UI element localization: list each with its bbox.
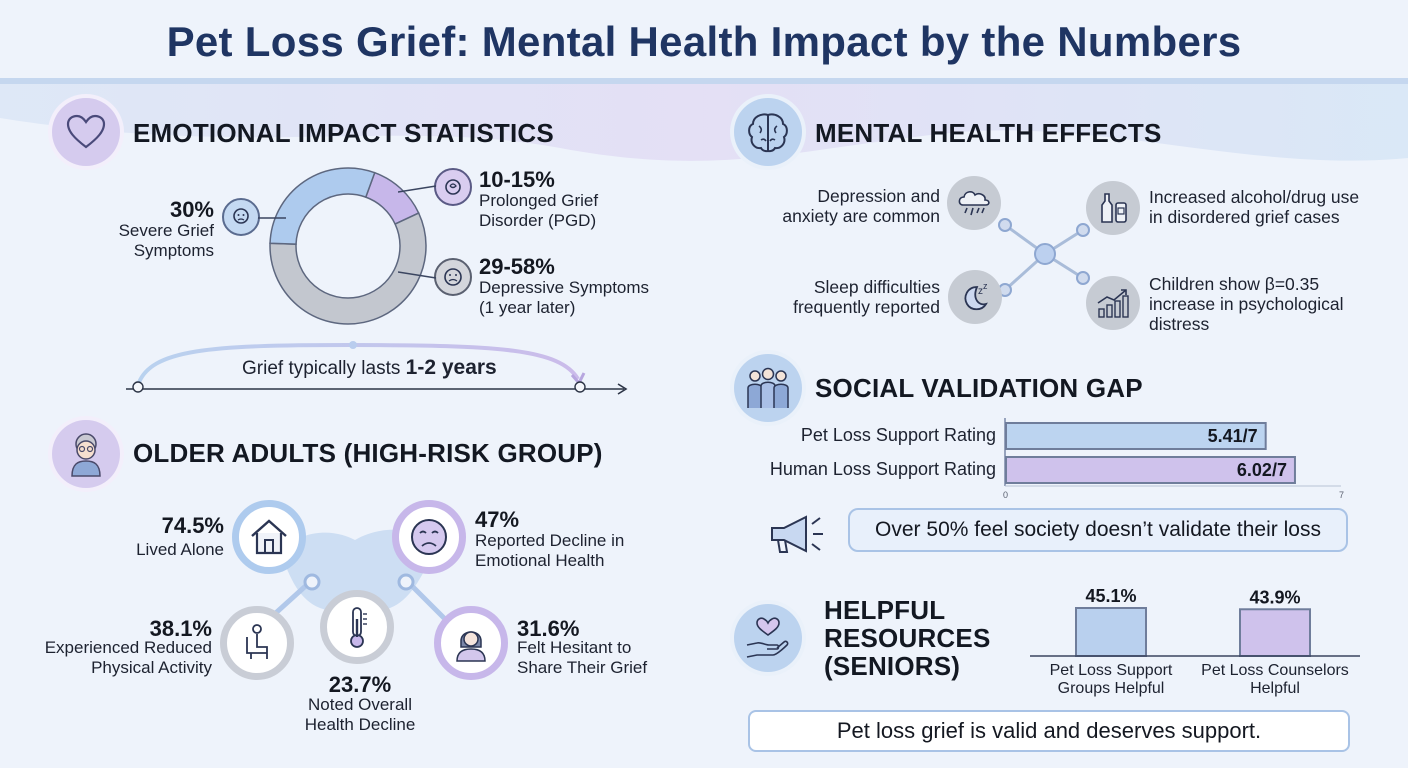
validation-callout: Over 50% feel society doesn’t validate t… [848, 508, 1348, 552]
svg-text:z: z [983, 281, 988, 291]
counselors-label-1: Pet Loss Counselors [1201, 662, 1349, 679]
hesitant-person-ring [434, 606, 508, 680]
header-wave [0, 78, 1408, 161]
depression-line-2: anxiety are common [782, 206, 940, 226]
support-groups-label-1: Pet Loss Support [1050, 662, 1173, 679]
pet-loss-value: 5.41/7 [1208, 426, 1258, 446]
grief-donut-chart [269, 167, 427, 325]
storm-cloud-icon [947, 176, 1001, 230]
severe-pct: 30% [169, 197, 214, 222]
emotional-heading: EMOTIONAL IMPACT STATISTICS [133, 118, 554, 148]
severe-connector [258, 217, 286, 219]
hes-label-1: Felt Hesitant to [517, 638, 632, 657]
older-heading: OLDER ADULTS (HIGH-RISK GROUP) [133, 438, 603, 468]
dep-connector [398, 271, 437, 279]
sad-face-icon [434, 258, 472, 296]
dep-label-1: Depressive Symptoms [479, 278, 650, 297]
alone-pct: 74.5% [161, 513, 224, 538]
counselors-label-2: Helpful [1250, 680, 1300, 697]
footer-message: Pet loss grief is valid and deserves sup… [748, 710, 1350, 752]
rising-chart-icon [1086, 276, 1140, 330]
house-ring [232, 500, 306, 574]
children-line-3: distress [1149, 314, 1210, 334]
house-icon [251, 519, 287, 555]
mental-heading: MENTAL HEALTH EFFECTS [815, 118, 1162, 148]
support-groups-value: 45.1% [1085, 586, 1136, 606]
bottles-icon [1086, 181, 1140, 235]
pet-loss-bar-label: Pet Loss Support Rating [800, 425, 996, 445]
social-heading: SOCIAL VALIDATION GAP [815, 373, 1143, 403]
page-title: Pet Loss Grief: Mental Health Impact by … [166, 18, 1242, 65]
axis-max: 7 [1339, 490, 1344, 500]
megaphone-icon [766, 512, 828, 556]
mental-hub-network [998, 218, 1090, 297]
children-line-2: increase in psychological [1149, 294, 1344, 314]
counselors-bar [1239, 608, 1311, 658]
phys-label-2: Physical Activity [91, 658, 212, 677]
svg-text:z: z [978, 286, 983, 297]
alcohol-line-2: in disordered grief cases [1149, 207, 1340, 227]
hes-label-2: Share Their Grief [517, 658, 648, 677]
timeline-text: Grief typically lasts 1-2 years [242, 356, 497, 380]
emot-pct: 47% [475, 507, 520, 532]
timeline-duration: 1-2 years [405, 356, 497, 379]
severe-label: Severe Grief Symptoms [118, 221, 214, 260]
emot-label-2: Emotional Health [475, 551, 605, 570]
human-loss-value: 6.02/7 [1237, 460, 1287, 480]
counselors-value: 43.9% [1249, 587, 1300, 607]
wheelchair-ring [220, 606, 294, 680]
alcohol-line-1: Increased alcohol/drug use [1149, 187, 1360, 207]
severe-grief-slice [269, 167, 376, 245]
sleep-line-1: Sleep difficulties [813, 277, 940, 297]
support-groups-bar [1075, 607, 1147, 657]
support-groups-label-2: Groups Helpful [1058, 680, 1165, 697]
seated-person-icon [246, 624, 268, 659]
children-line-1: Children show β=0.35 [1149, 274, 1320, 294]
pet-loss-bar [1005, 422, 1267, 450]
hesitant-person-icon [456, 631, 486, 662]
brain-head-icon [434, 168, 472, 206]
pgd-pct: 10-15% [479, 167, 555, 192]
health-label-1: Noted Overall [308, 695, 412, 714]
resources-heading-1: HELPFUL [824, 595, 946, 625]
emot-label-1: Reported Decline in [475, 531, 625, 550]
elderly-person-icon [52, 420, 120, 488]
pgd-connector [398, 185, 437, 193]
people-group-icon [734, 354, 802, 422]
health-label-2: Health Decline [304, 715, 416, 734]
brain-icon [734, 98, 802, 166]
dep-label-2: (1 year later) [479, 298, 576, 317]
phys-pct: 38.1% [149, 616, 212, 641]
resources-bar-chart: 45.1% 43.9% Pet Loss Support Groups Help… [1030, 586, 1360, 697]
resources-heading-3: (SENIORS) [824, 651, 961, 681]
human-loss-bar [1005, 456, 1296, 484]
sad-face-ring [392, 500, 466, 574]
stressed-head-icon [222, 198, 260, 236]
depressive-slice [269, 212, 427, 325]
alone-label: Lived Alone [136, 540, 224, 559]
resources-heading-2: RESOURCES [824, 623, 991, 653]
pgd-label-1: Prolonged Grief [479, 191, 599, 210]
health-pct: 23.7% [328, 672, 392, 697]
grief-timeline [126, 341, 628, 395]
phys-label-1: Experienced Reduced [44, 638, 212, 657]
heart-hand-icon [734, 604, 802, 672]
hes-pct: 31.6% [517, 616, 580, 641]
heart-icon [52, 98, 120, 166]
pgd-label-2: Disorder (PGD) [479, 211, 597, 230]
thermometer-icon [350, 607, 367, 648]
sad-face-icon [411, 519, 447, 555]
dep-pct: 29-58% [479, 254, 555, 279]
axis-min: 0 [1003, 490, 1008, 500]
timeline-prefix: Grief typically lasts [242, 358, 406, 379]
sleep-line-2: frequently reported [793, 297, 940, 317]
human-loss-bar-label: Human Loss Support Rating [769, 459, 996, 479]
depression-line-1: Depression and [817, 186, 940, 206]
thermometer-ring [320, 590, 394, 664]
support-rating-chart: 5.41/7 6.02/7 0 7 [1003, 418, 1344, 500]
